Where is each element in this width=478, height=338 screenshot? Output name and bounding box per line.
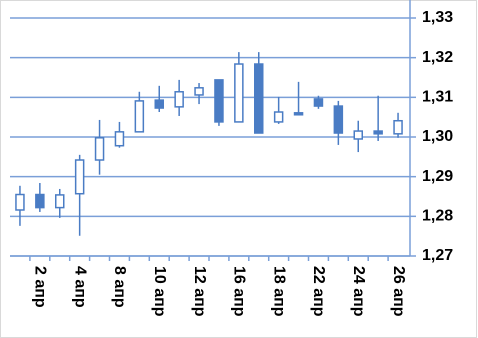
- candle-body: [254, 63, 264, 134]
- y-tick-label: 1,32: [422, 49, 453, 66]
- candle-body: [194, 87, 204, 96]
- x-tick-label: 18 апр: [270, 266, 287, 317]
- y-tick-label: 1,28: [422, 208, 453, 225]
- candle-body: [393, 119, 403, 135]
- candle-body: [273, 111, 284, 123]
- candle-body: [94, 137, 105, 161]
- candle-body: [154, 99, 164, 109]
- candle-body: [55, 194, 65, 209]
- y-tick-label: 1,30: [422, 128, 453, 145]
- candle-body: [234, 63, 244, 123]
- candle-body: [35, 193, 45, 209]
- candle-body: [134, 100, 145, 133]
- x-tick-label: 8 апр: [111, 266, 128, 308]
- candle-body: [114, 131, 125, 147]
- x-tick-label: 26 апр: [390, 266, 407, 317]
- x-tick-label: 12 апр: [191, 266, 208, 317]
- candle-body: [214, 79, 224, 123]
- x-tick-label: 24 апр: [350, 266, 367, 317]
- y-tick-label: 1,33: [422, 9, 453, 26]
- candle-body: [333, 105, 344, 134]
- y-tick-label: 1,29: [422, 168, 453, 185]
- x-tick-label: 2 апр: [32, 266, 49, 308]
- candle-body: [74, 159, 85, 195]
- x-tick-label: 22 апр: [310, 266, 327, 317]
- x-tick-label: 16 апр: [231, 266, 248, 317]
- x-tick-label: 10 апр: [151, 266, 168, 317]
- candle-body: [373, 130, 383, 135]
- candle-body: [15, 193, 25, 211]
- x-tick-label: 4 апр: [71, 266, 88, 308]
- candle-body: [293, 112, 304, 116]
- candle-body: [313, 98, 324, 107]
- y-tick-label: 1,31: [422, 89, 453, 106]
- candle-body: [353, 130, 363, 140]
- candle-body: [174, 91, 184, 108]
- y-tick-label: 1,27: [422, 247, 453, 264]
